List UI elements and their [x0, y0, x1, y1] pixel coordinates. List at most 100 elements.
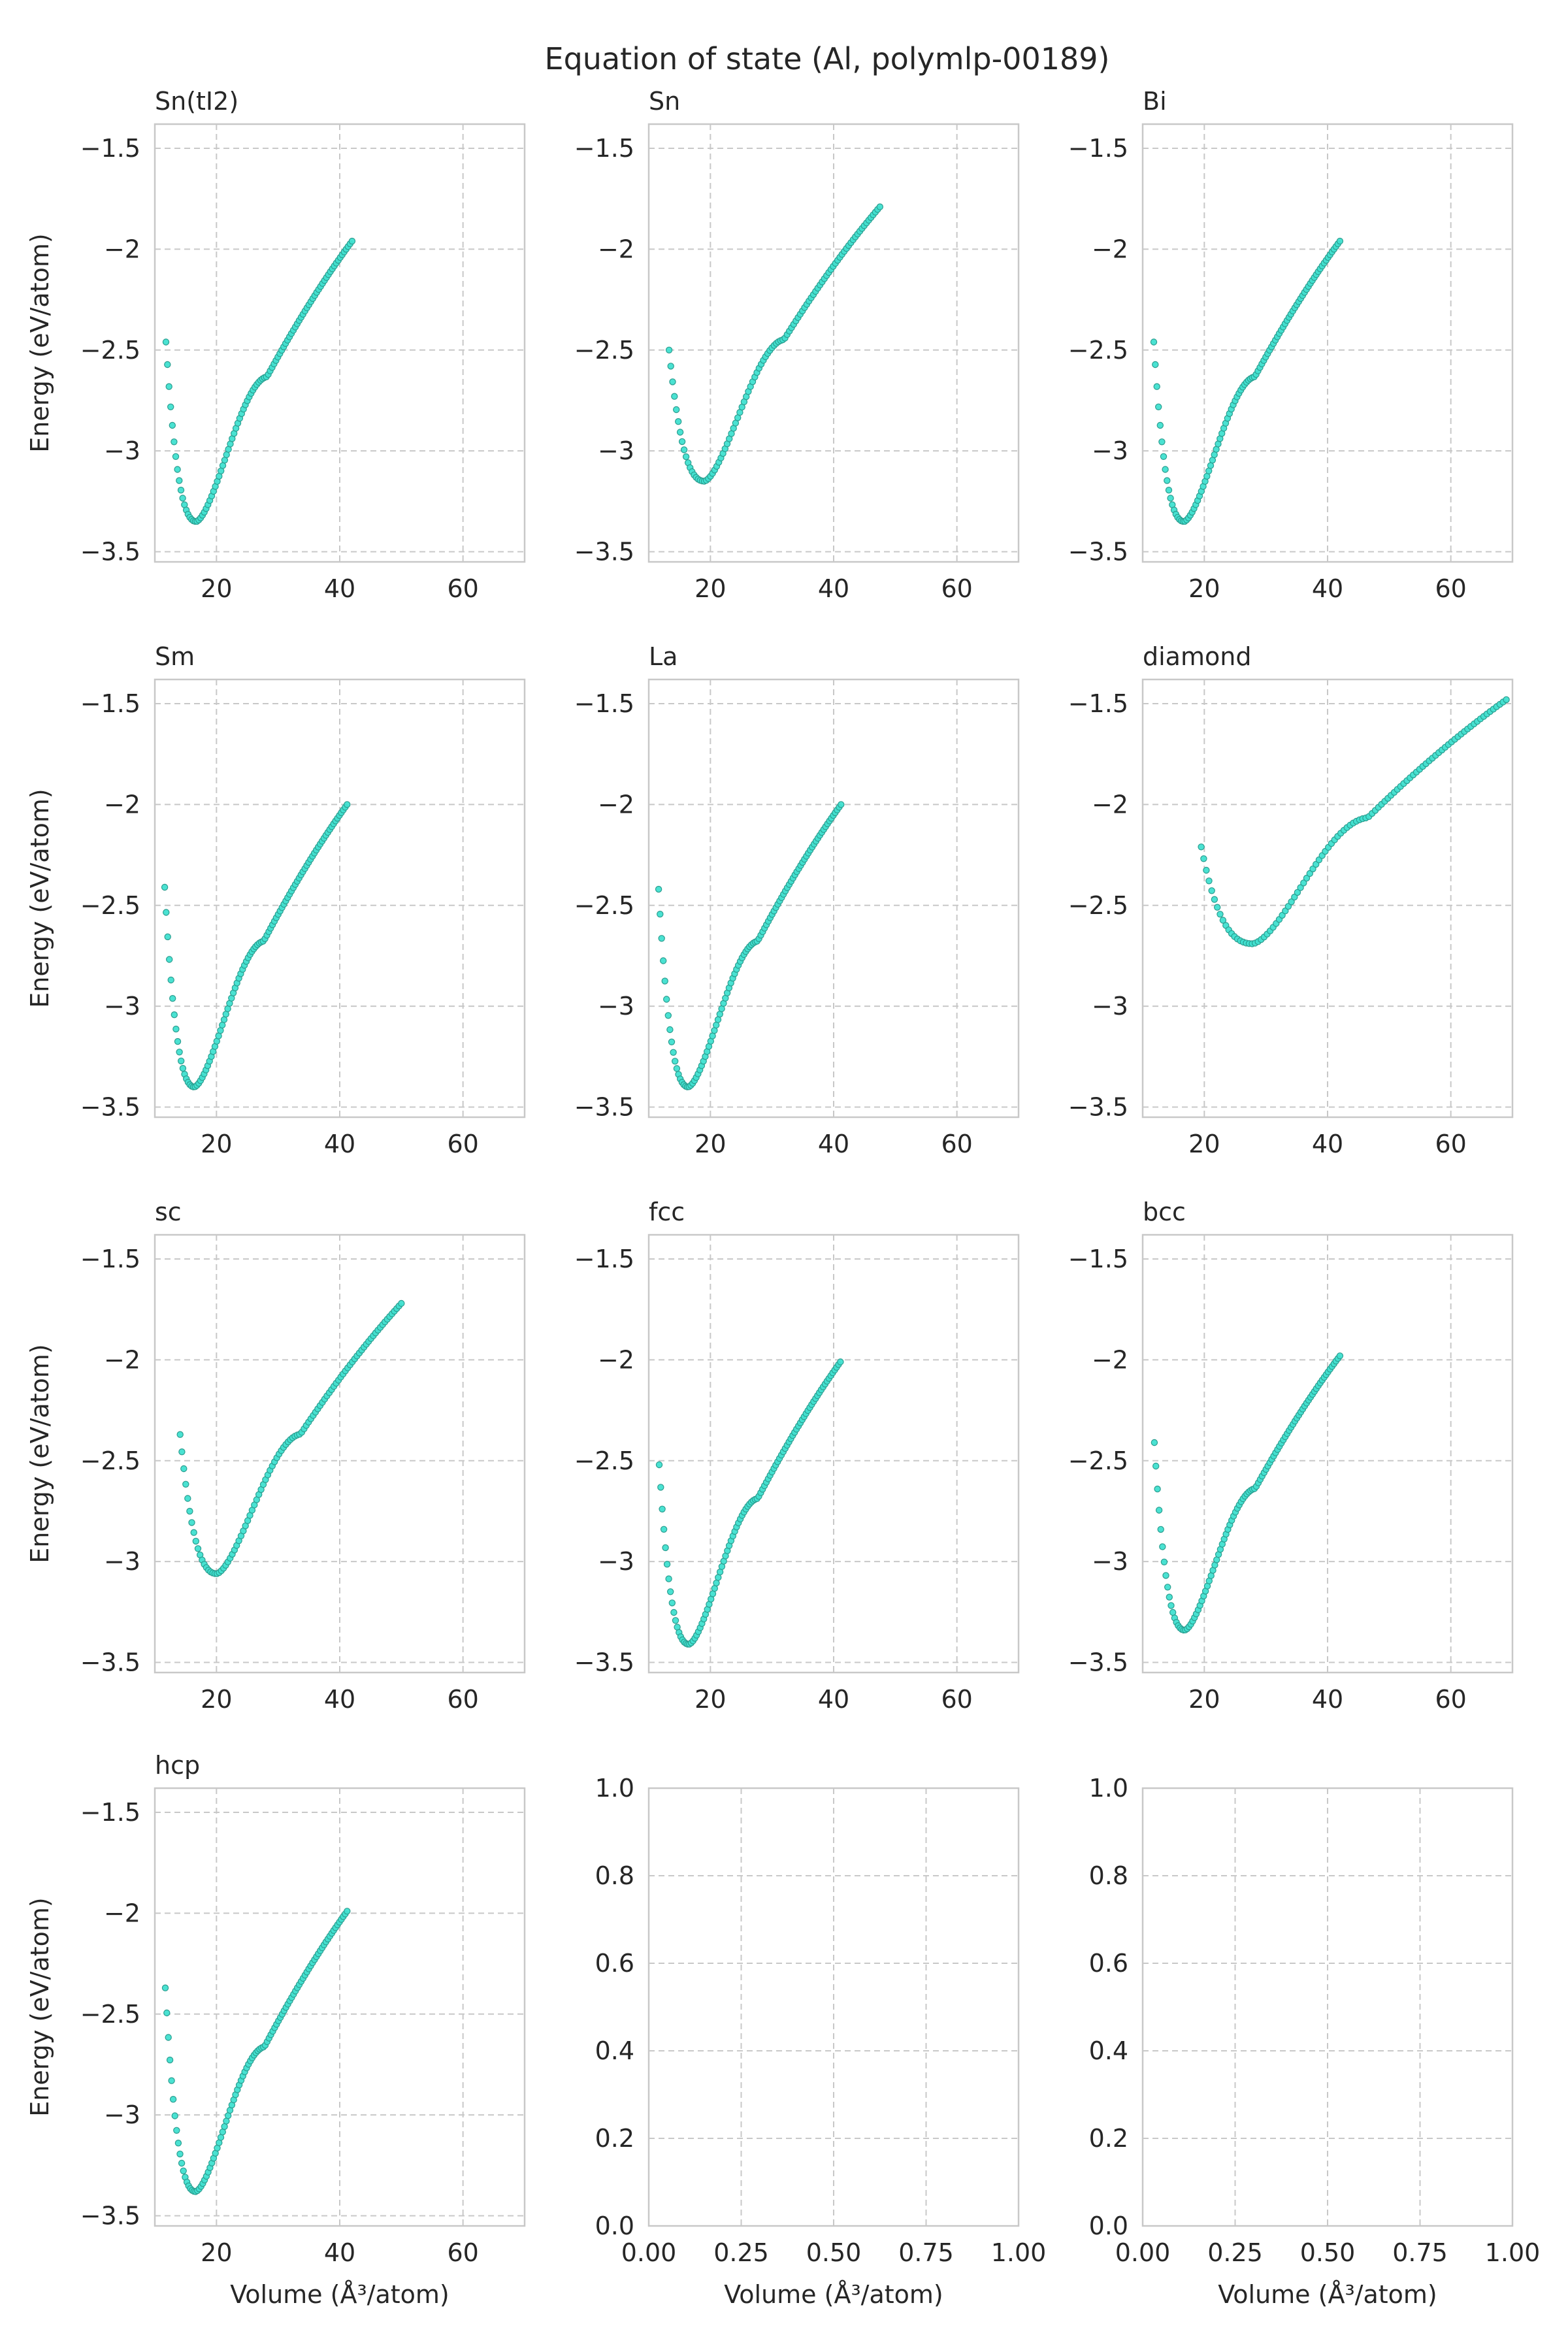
y-tick-label: 0.4 — [1089, 2036, 1128, 2065]
data-point — [665, 346, 673, 354]
axes-frame — [647, 123, 1020, 563]
subplot-sc: 20 40 60 −3.5 −3 −2.5 −2 −1.5 sc Energy (eV/atom) — [25, 1198, 526, 1714]
data-point — [670, 1049, 677, 1056]
y-tick-label: −1.5 — [80, 1798, 140, 1827]
data-point — [1162, 466, 1169, 473]
data-point — [179, 1064, 187, 1072]
axes-frame — [647, 1233, 1020, 1674]
y-tick-label: −2.5 — [80, 2000, 140, 2029]
data-point — [1297, 884, 1304, 891]
y-tick-label: 0.8 — [1089, 1861, 1128, 1890]
data-point — [1213, 904, 1221, 911]
data-point — [1150, 338, 1158, 346]
data-point — [176, 1431, 184, 1438]
subplot-title: sc — [155, 1198, 182, 1226]
data-point — [1164, 477, 1171, 484]
data-point — [161, 1984, 169, 1991]
data-point — [167, 403, 174, 411]
axes-frame — [1141, 123, 1514, 563]
y-axis-label: Energy (eV/atom) — [25, 1344, 54, 1563]
y-tick-label: 1.0 — [595, 1774, 634, 1803]
data-point — [171, 1011, 178, 1019]
data-point — [655, 1461, 663, 1469]
data-point — [1165, 487, 1173, 494]
data-point — [661, 977, 668, 985]
subplot-title: diamond — [1143, 642, 1251, 671]
subplot-title: Sn — [649, 87, 680, 116]
data-point — [161, 883, 169, 891]
data-point — [174, 1037, 182, 1045]
data-point — [1294, 889, 1301, 896]
data-point — [1217, 911, 1224, 918]
x-tick-label: 60 — [941, 1685, 972, 1714]
data-point — [1303, 874, 1311, 882]
data-point — [168, 2077, 175, 2084]
subplot-title: hcp — [155, 1751, 200, 1780]
y-tick-label: −2.5 — [1068, 1446, 1128, 1475]
axes-frame — [1141, 1233, 1514, 1674]
x-tick-label: 40 — [324, 1685, 355, 1714]
y-tick-label: 0.0 — [1089, 2212, 1128, 2240]
data-point — [178, 1448, 186, 1456]
data-point — [166, 956, 173, 963]
y-tick-label: −2.5 — [574, 1446, 634, 1475]
subplot-title: bcc — [1143, 1198, 1186, 1226]
y-tick-label: −2 — [104, 235, 140, 263]
y-tick-label: −3.5 — [80, 538, 140, 566]
data-point — [1169, 1609, 1177, 1616]
axes-frame — [1141, 678, 1514, 1119]
data-point — [1160, 1558, 1168, 1565]
data-point — [672, 1617, 679, 1624]
data-point — [398, 1299, 405, 1307]
data-point — [180, 1465, 188, 1473]
data-point — [1288, 898, 1295, 906]
y-tick-label: −2 — [104, 1345, 140, 1374]
data-point — [666, 1026, 674, 1034]
data-point — [1151, 1439, 1158, 1446]
data-point — [1155, 1507, 1163, 1514]
figure-title: Equation of state (Al, polymlp-00189) — [545, 41, 1110, 76]
subplot-fcc: 20 40 60 −3.5 −3 −2.5 −2 −1.5 fcc — [574, 1198, 1020, 1714]
y-tick-label: −3.5 — [1068, 538, 1128, 566]
y-tick-label: −1.5 — [574, 689, 634, 718]
x-tick-label: 0.50 — [1300, 2238, 1356, 2267]
data-point — [178, 1057, 185, 1065]
subplot-grid: 20 40 60 −3.5 −3 −2.5 −2 −1.5 Sn(tI2) Energy (eV/… — [25, 87, 1540, 2309]
y-tick-label: −3.5 — [80, 2202, 140, 2230]
y-tick-label: 0.6 — [1089, 1949, 1128, 1978]
subplot-Bi: 20 40 60 −3.5 −3 −2.5 −2 −1.5 Bi — [1068, 87, 1514, 603]
data-point — [194, 1545, 202, 1552]
data-point — [1154, 403, 1162, 411]
y-tick-label: −2.5 — [574, 891, 634, 920]
y-tick-label: −2 — [1092, 790, 1128, 819]
data-point — [671, 1058, 679, 1065]
data-point — [184, 1495, 191, 1502]
y-tick-label: −2.5 — [80, 891, 140, 920]
y-tick-label: −3 — [598, 992, 634, 1021]
y-tick-label: −1.5 — [80, 689, 140, 718]
data-point — [1306, 870, 1314, 877]
data-point — [348, 237, 356, 245]
x-tick-label: 60 — [1435, 1685, 1466, 1714]
data-point — [1160, 453, 1168, 461]
data-point — [663, 1560, 671, 1568]
y-tick-label: 0.8 — [595, 1861, 634, 1890]
x-tick-label: 40 — [818, 1685, 849, 1714]
y-axis-label: Energy (eV/atom) — [25, 789, 54, 1007]
y-tick-label: −2.5 — [574, 336, 634, 365]
x-tick-label: 20 — [694, 1685, 726, 1714]
data-point — [668, 1599, 676, 1607]
data-point — [173, 2127, 180, 2134]
x-tick-label: 40 — [1312, 574, 1343, 603]
data-point — [1300, 879, 1307, 887]
data-point — [188, 1519, 195, 1526]
data-point — [672, 406, 680, 414]
data-point — [1291, 893, 1298, 901]
data-point — [657, 1484, 664, 1491]
x-tick-label: 20 — [201, 574, 232, 603]
y-tick-label: −3 — [104, 436, 140, 465]
data-point — [1219, 917, 1227, 924]
subplot-Sn: 20 40 60 −3.5 −3 −2.5 −2 −1.5 Sn — [574, 87, 1020, 603]
x-tick-label: 0.75 — [898, 2238, 954, 2267]
